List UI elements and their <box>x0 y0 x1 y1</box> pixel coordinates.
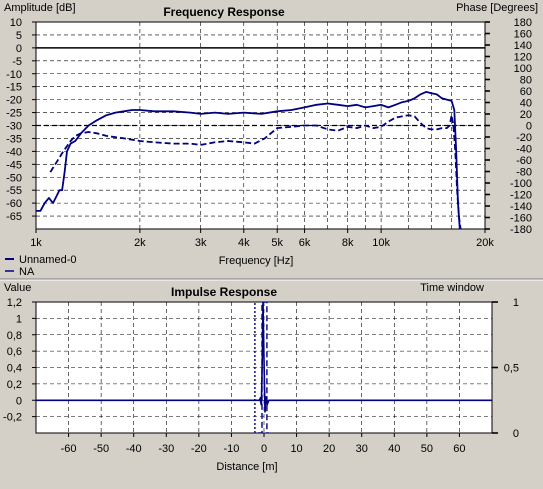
fr-ytick-label: -35 <box>6 133 22 145</box>
ir-xtick-label: -10 <box>223 443 239 455</box>
ir-ytick-label: 0 <box>16 395 22 407</box>
ir-ytick-label: 0,8 <box>7 330 22 342</box>
fr-y2tick-label: 160 <box>514 29 532 41</box>
ir-y2tick-label: 0,5 <box>504 363 519 375</box>
ir-ytick-label: 0,2 <box>7 379 22 391</box>
ir-xtick-label: -30 <box>158 443 174 455</box>
ir-xtick-label: 10 <box>290 443 302 455</box>
ir-ytick-label: -0,2 <box>3 412 22 424</box>
ir-y2label: Time window <box>420 282 484 294</box>
ir-y2tick-label: 1 <box>513 297 519 309</box>
fr-ylabel: Amplitude [dB] <box>4 2 76 14</box>
ir-ytick-label: 1 <box>16 313 22 325</box>
fr-ytick-label: -45 <box>6 159 22 171</box>
fr-ytick-label: -25 <box>6 108 22 120</box>
fr-y2tick-label: 180 <box>514 17 532 29</box>
fr-ytick-label: -15 <box>6 82 22 94</box>
ir-xtick-label: -60 <box>61 443 77 455</box>
ir-y2tick-label: 0 <box>513 428 519 440</box>
ir-ytick-label: 1,2 <box>7 297 22 309</box>
fr-y2tick-label: -140 <box>510 201 532 213</box>
fr-xtick-label: 5k <box>271 237 283 249</box>
fr-y2tick-label: -80 <box>516 167 532 179</box>
fr-y2tick-label: -100 <box>510 178 532 190</box>
fr-ytick-label: -50 <box>6 172 22 184</box>
fr-xlabel: Frequency [Hz] <box>219 255 294 267</box>
fr-ytick-label: -55 <box>6 185 22 197</box>
ir-xtick-label: -40 <box>126 443 142 455</box>
ir-ytick-label: 0,4 <box>7 363 22 375</box>
fr-ytick-label: -40 <box>6 146 22 158</box>
fr-ytick-label: 0 <box>16 43 22 55</box>
ir-xlabel: Distance [m] <box>216 461 277 473</box>
fr-y2tick-label: 40 <box>520 98 532 110</box>
fr-y2tick-label: 120 <box>514 52 532 64</box>
fr-y2tick-label: -160 <box>510 213 532 225</box>
ir-xtick-label: 60 <box>453 443 465 455</box>
fr-xtick-label: 4k <box>238 237 250 249</box>
fr-y2tick-label: -60 <box>516 155 532 167</box>
legend-label-na: NA <box>19 266 35 278</box>
fr-xtick-label: 2k <box>134 237 146 249</box>
ir-xtick-label: -20 <box>191 443 207 455</box>
fr-y2tick-label: -180 <box>510 224 532 236</box>
ir-xtick-label: 30 <box>356 443 368 455</box>
fr-ytick-label: -30 <box>6 121 22 133</box>
fr-ytick-label: -60 <box>6 198 22 210</box>
fr-y2tick-label: 0 <box>526 121 532 133</box>
fr-xtick-label: 10k <box>372 237 390 249</box>
fr-y2tick-label: -120 <box>510 190 532 202</box>
fr-ytick-label: 10 <box>10 17 22 29</box>
ir-xtick-label: -50 <box>93 443 109 455</box>
fr-title: Frequency Response <box>163 5 285 19</box>
fr-ytick-label: -65 <box>6 211 22 223</box>
fr-y2tick-label: 20 <box>520 109 532 121</box>
fr-y2tick-label: 100 <box>514 63 532 75</box>
fr-xtick-label: 8k <box>342 237 354 249</box>
frequency-response-plot: 1050-5-10-15-20-25-30-35-40-45-50-55-60-… <box>6 17 532 249</box>
fr-series-line-unnamed-0 <box>36 91 461 229</box>
ir-ylabel: Value <box>4 282 31 294</box>
ir-xtick-label: 40 <box>388 443 400 455</box>
fr-xtick-label: 6k <box>299 237 311 249</box>
fr-y2label: Phase [Degrees] <box>456 2 538 14</box>
fr-ytick-label: -10 <box>6 69 22 81</box>
fr-y2tick-label: 80 <box>520 75 532 87</box>
fr-ytick-label: -20 <box>6 95 22 107</box>
fr-series-line-na <box>49 114 462 229</box>
ir-ytick-label: 0,6 <box>7 346 22 358</box>
fr-xtick-label: 3k <box>195 237 207 249</box>
fr-y2tick-label: 140 <box>514 40 532 52</box>
ir-title: Impulse Response <box>171 285 277 299</box>
ir-xtick-label: 0 <box>261 443 267 455</box>
ir-series-impulse <box>36 302 492 413</box>
fr-ytick-label: 5 <box>16 30 22 42</box>
fr-y2tick-label: -20 <box>516 132 532 144</box>
ir-xtick-label: 50 <box>421 443 433 455</box>
fr-y2tick-label: 60 <box>520 86 532 98</box>
legend-label-unnamed-0: Unnamed-0 <box>19 254 76 266</box>
fr-xtick-label: 1k <box>30 237 42 249</box>
ir-xtick-label: 20 <box>323 443 335 455</box>
fr-ytick-label: -5 <box>12 56 22 68</box>
fr-y2tick-label: -40 <box>516 144 532 156</box>
impulse-response-plot: 1,2 1 0,8 0,6 0,4 0,2 0 -0,2 1 0,5 0 -60 -50 -40 -30 -2… <box>3 297 519 455</box>
fr-xtick-label: 20k <box>476 237 494 249</box>
